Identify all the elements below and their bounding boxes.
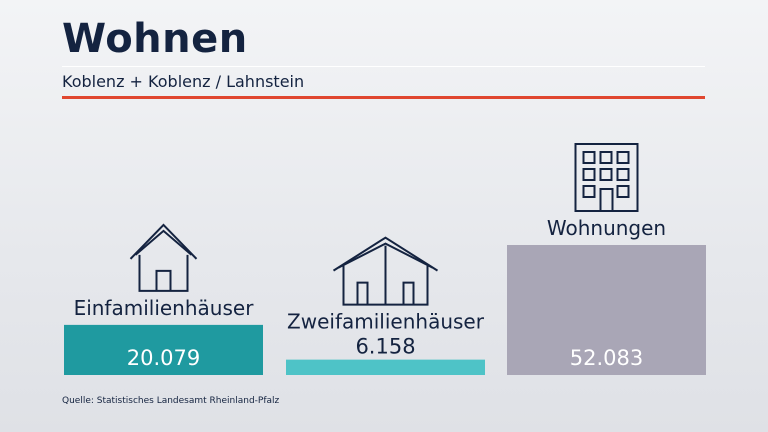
bar-2 xyxy=(286,359,485,375)
category-label-3: Wohnungen xyxy=(547,216,666,240)
value-label-1: 20.079 xyxy=(127,346,200,370)
house-icon xyxy=(129,223,198,292)
accent-divider xyxy=(62,96,705,99)
value-label-2: 6.158 xyxy=(355,335,415,359)
bar-3 xyxy=(507,245,706,375)
double-house-icon xyxy=(332,236,439,306)
category-label-2: Zweifamilienhäuser xyxy=(287,310,485,334)
source-note: Quelle: Statistisches Landesamt Rheinlan… xyxy=(62,396,280,406)
value-label-3: 52.083 xyxy=(570,346,643,370)
apartment-building-icon xyxy=(574,143,639,212)
page-title: Wohnen xyxy=(62,16,248,62)
page-subtitle: Koblenz + Koblenz / Lahnstein xyxy=(62,72,305,91)
bar-1 xyxy=(64,324,263,375)
title-divider xyxy=(62,66,705,67)
category-label-1: Einfamilienhäuser xyxy=(74,296,255,320)
